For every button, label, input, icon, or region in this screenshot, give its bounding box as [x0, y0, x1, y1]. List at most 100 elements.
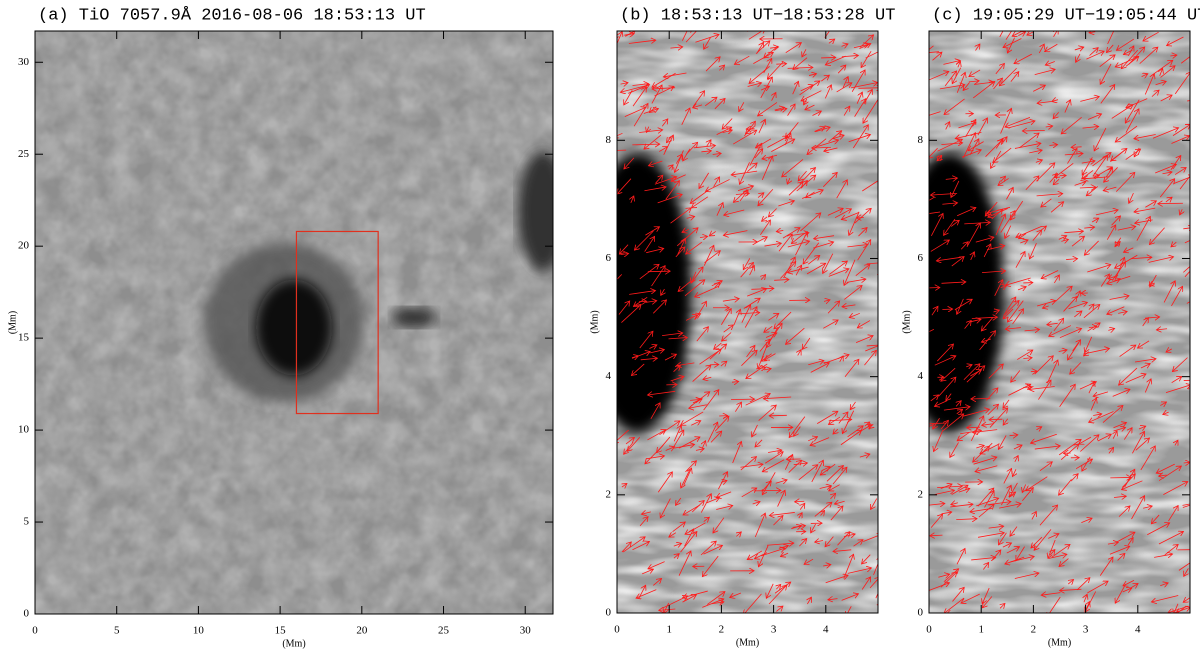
flow-arrow [1013, 445, 1022, 449]
flow-arrow [814, 236, 835, 239]
flow-arrow [1100, 63, 1112, 84]
flow-arrow [1125, 56, 1139, 67]
flow-arrow [1041, 593, 1061, 596]
flow-arrow [877, 281, 878, 282]
flow-arrow [1182, 504, 1190, 508]
x-tick-label: 4 [823, 624, 829, 636]
flow-arrow [1087, 265, 1111, 273]
flow-arrow [1022, 484, 1025, 492]
y-axis-label: (Mm) [901, 310, 912, 333]
flow-arrow [788, 182, 803, 196]
flow-arrow [716, 203, 723, 216]
flow-arrow [1171, 286, 1182, 307]
flow-arrow [1027, 32, 1034, 35]
flow-arrow [983, 244, 991, 258]
flow-arrow [1034, 69, 1055, 76]
flow-arrow [716, 506, 733, 510]
flow-arrow [934, 356, 956, 366]
flow-arrow [1084, 240, 1099, 255]
flow-arrow [1125, 109, 1139, 133]
flow-arrow [1122, 474, 1135, 488]
pore [392, 307, 436, 328]
flow-arrow [1003, 418, 1008, 425]
flow-arrow [977, 118, 988, 136]
flow-arrow [849, 313, 860, 317]
flow-arrow [863, 99, 878, 124]
flow-arrow [1039, 462, 1052, 472]
flow-arrow [693, 105, 703, 108]
flow-arrow [799, 539, 806, 547]
flow-arrow [830, 493, 835, 500]
umbra [929, 152, 1004, 433]
flow-arrow [733, 189, 748, 203]
flow-arrow [791, 233, 809, 236]
flow-arrow [1082, 456, 1091, 471]
flow-arrow [756, 237, 767, 243]
flow-arrow [1138, 426, 1146, 429]
flow-arrow [649, 345, 656, 349]
flow-arrow [962, 409, 990, 417]
flow-arrow [837, 65, 846, 74]
flow-arrow [1160, 68, 1163, 76]
plot-frame [616, 30, 879, 614]
flow-arrow [762, 472, 776, 495]
flow-arrow [967, 427, 980, 428]
flow-arrow [778, 234, 792, 252]
flow-arrow [761, 156, 772, 181]
flow-arrow [719, 65, 724, 70]
flow-arrow [1009, 435, 1018, 436]
flow-arrow [943, 60, 960, 65]
flow-arrow [1123, 428, 1132, 440]
flow-arrow [668, 338, 688, 339]
flow-arrow [652, 88, 676, 89]
flow-arrow [1180, 56, 1190, 64]
flow-arrow [1113, 423, 1127, 429]
flow-arrow [960, 242, 968, 250]
flow-arrow [1064, 231, 1083, 232]
flow-arrow [1144, 317, 1160, 318]
flow-arrow [1024, 329, 1040, 330]
flow-arrow [1164, 544, 1178, 556]
y-tick-label: 20 [18, 240, 30, 252]
flow-arrow [956, 208, 976, 217]
flow-arrow [976, 498, 998, 507]
flow-arrow [1090, 398, 1096, 411]
flow-arrow [1055, 286, 1073, 302]
flow-arrow [859, 454, 870, 457]
flow-arrow [806, 191, 815, 198]
flow-arrow [1117, 553, 1125, 561]
flow-arrow [946, 393, 952, 401]
flow-arrow [731, 399, 755, 400]
flow-arrow [1087, 114, 1102, 120]
flow-arrow [686, 241, 703, 254]
flow-arrow [1183, 265, 1190, 273]
flow-arrow [807, 255, 820, 265]
flow-arrow [832, 467, 847, 485]
flow-arrow [1061, 239, 1068, 241]
flow-arrow [828, 599, 838, 600]
flow-arrow [1093, 414, 1102, 416]
flow-arrow [1038, 44, 1044, 54]
flow-arrow [940, 484, 952, 490]
flow-arrow [838, 412, 848, 424]
flow-arrow [1105, 168, 1113, 178]
flow-arrow [617, 31, 622, 44]
flow-arrow [1134, 147, 1140, 157]
x-axis-label: (Mm) [1048, 637, 1071, 648]
flow-arrow [966, 366, 985, 383]
flow-arrow [1128, 47, 1145, 65]
flow-arrow [692, 91, 704, 107]
flow-arrow [1134, 207, 1156, 212]
flow-arrow [1000, 108, 1012, 134]
flow-arrow [645, 227, 659, 236]
flow-arrow [982, 587, 990, 604]
flow-arrow [929, 71, 949, 81]
flow-arrow [1053, 178, 1060, 185]
y-tick-label: 6 [918, 252, 924, 264]
flow-arrow [1059, 479, 1072, 495]
flow-arrow [841, 44, 848, 46]
flow-arrow [1184, 270, 1190, 278]
flow-arrow [690, 399, 700, 400]
flow-arrow [1039, 505, 1058, 526]
flow-arrow [716, 491, 732, 498]
